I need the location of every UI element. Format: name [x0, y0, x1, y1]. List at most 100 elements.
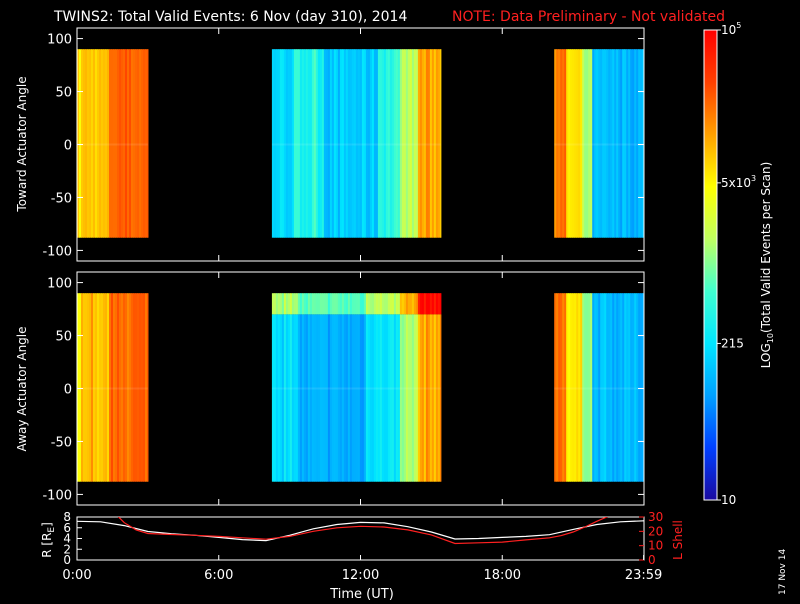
heatmap-column: [147, 49, 149, 238]
heatmap-column-top: [363, 293, 367, 315]
heatmap-column: [337, 49, 341, 238]
l-shell-axis-label: L Shell: [671, 520, 685, 560]
heatmap-column: [594, 293, 597, 482]
heatmap-column: [293, 49, 297, 238]
heatmap-column-top: [381, 293, 385, 315]
heatmap-column-top: [315, 293, 319, 315]
heatmap-column: [271, 49, 275, 238]
heatmap-column: [397, 314, 401, 482]
time-tick-label: 18:00: [484, 568, 521, 583]
heatmap-column: [600, 293, 603, 482]
heatmap-column: [101, 49, 104, 238]
heatmap-column: [570, 293, 573, 482]
heatmap-column: [303, 314, 307, 482]
heatmap-column: [586, 293, 589, 482]
heatmap-column: [85, 293, 88, 482]
heatmap-column: [291, 49, 295, 238]
heatmap-column: [397, 49, 401, 238]
heatmap-column-top: [353, 293, 357, 315]
heatmap-column: [83, 293, 86, 482]
heatmap-column-top: [415, 293, 419, 315]
heatmap-column: [604, 49, 607, 238]
heatmap-column: [359, 314, 363, 482]
heatmap-column: [580, 49, 583, 238]
heatmap-column: [590, 293, 593, 482]
heatmap-column: [421, 49, 425, 238]
heatmap-column: [329, 314, 333, 482]
heatmap-column: [608, 49, 611, 238]
heatmap-column: [299, 49, 303, 238]
heatmap-column-top: [279, 293, 283, 315]
heatmap-column-top: [313, 293, 317, 315]
heatmap-column: [439, 49, 442, 238]
heatmap-column: [143, 49, 146, 238]
l-shell-tick-label: 20: [648, 524, 663, 538]
heatmap-column: [129, 293, 132, 482]
heatmap-column: [407, 314, 411, 482]
heatmap-column: [139, 293, 142, 482]
y-tick-label: -50: [51, 435, 72, 450]
heatmap-column: [91, 49, 94, 238]
heatmap-column: [283, 49, 287, 238]
heatmap-column: [329, 49, 333, 238]
away-angle-panel: -100 -50 0 50 100 Away Actuator Angle: [15, 271, 645, 506]
heatmap-column: [103, 293, 106, 482]
heatmap-column: [596, 49, 599, 238]
heatmap-column: [337, 314, 341, 482]
heatmap-column-top: [329, 293, 333, 315]
toward-angle-panel: -100 -50 0 50 100 Toward Actuator Angle: [15, 27, 645, 262]
heatmap-column: [433, 314, 437, 482]
heatmap-column: [285, 314, 289, 482]
heatmap-column: [291, 314, 295, 482]
heatmap-column-top: [301, 293, 305, 315]
time-tick-label: 6:00: [204, 568, 233, 583]
y-tick-label: 50: [55, 330, 72, 345]
heatmap-column: [277, 49, 281, 238]
heatmap-column: [574, 293, 577, 482]
toward-y-label: Toward Actuator Angle: [15, 76, 29, 212]
heatmap-column: [341, 314, 345, 482]
heatmap-column: [437, 314, 441, 482]
r-axis-label: R [RE]: [40, 522, 57, 558]
colorbar-gradient: [703, 29, 718, 501]
heatmap-column: [572, 49, 575, 238]
colorbar-tick-label: 5x103: [721, 174, 756, 190]
heatmap-column: [634, 293, 637, 482]
heatmap-column: [598, 293, 601, 482]
y-tick-label: 100: [47, 277, 72, 292]
heatmap-column: [642, 293, 645, 482]
heatmap-column: [309, 49, 313, 238]
heatmap-column-top: [425, 293, 429, 315]
heatmap-column: [285, 49, 289, 238]
heatmap-column-top: [281, 293, 285, 315]
heatmap-column-top: [421, 293, 425, 315]
heatmap-column: [381, 49, 385, 238]
heatmap-column: [367, 49, 371, 238]
heatmap-column: [339, 49, 343, 238]
heatmap-column: [287, 314, 291, 482]
heatmap-column: [325, 49, 329, 238]
heatmap-column-top: [377, 293, 381, 315]
y-tick-label: 0: [64, 139, 72, 154]
heatmap-column: [271, 314, 275, 482]
heatmap-column: [620, 49, 623, 238]
heatmap-column: [97, 49, 100, 238]
y-tick-label: 100: [47, 33, 72, 48]
heatmap-column-top: [297, 293, 301, 315]
heatmap-column: [634, 49, 637, 238]
heatmap-column: [594, 49, 597, 238]
heatmap-column: [127, 49, 130, 238]
heatmap-column: [638, 293, 641, 482]
heatmap-column: [275, 314, 279, 482]
heatmap-column: [371, 49, 375, 238]
heatmap-column: [121, 293, 124, 482]
heatmap-column-top: [295, 293, 299, 315]
heatmap-column: [135, 293, 138, 482]
heatmap-column: [273, 314, 277, 482]
heatmap-column: [345, 49, 349, 238]
heatmap-column-top: [345, 293, 349, 315]
heatmap-column-top: [331, 293, 335, 315]
heatmap-column: [411, 49, 415, 238]
heatmap-column: [409, 314, 413, 482]
